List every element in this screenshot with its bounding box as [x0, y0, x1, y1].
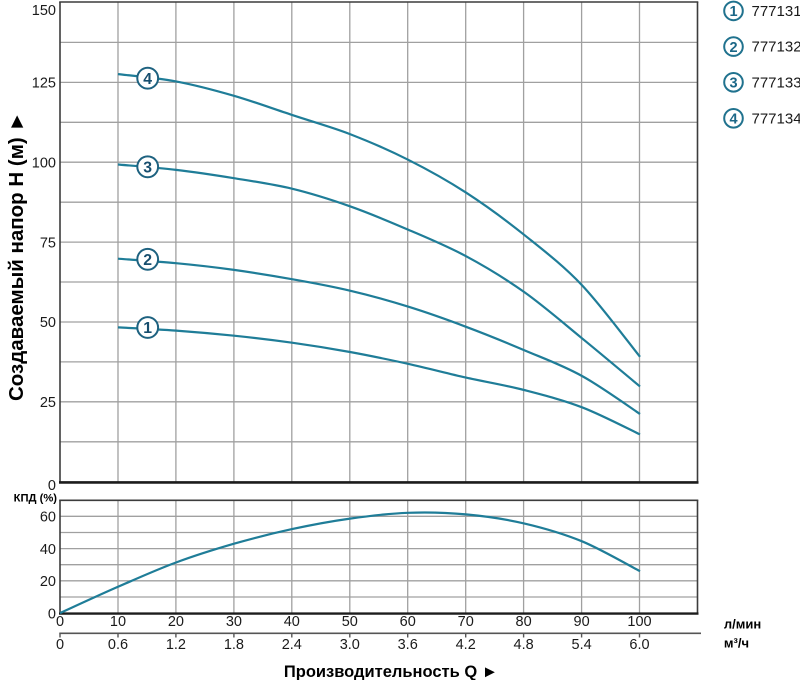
svg-text:20: 20 — [168, 614, 184, 630]
svg-text:2.4: 2.4 — [282, 637, 302, 653]
svg-text:10: 10 — [110, 614, 126, 630]
svg-text:0: 0 — [48, 478, 56, 494]
svg-text:1.2: 1.2 — [166, 637, 186, 653]
svg-text:50: 50 — [40, 315, 56, 331]
svg-text:4.2: 4.2 — [456, 637, 476, 653]
svg-text:м³/ч: м³/ч — [724, 636, 749, 651]
svg-text:777133: 777133 — [752, 74, 800, 91]
svg-text:80: 80 — [516, 614, 532, 630]
svg-text:100: 100 — [32, 156, 56, 172]
svg-text:0: 0 — [56, 637, 64, 653]
svg-text:1: 1 — [143, 320, 152, 337]
svg-text:75: 75 — [40, 235, 56, 251]
svg-text:25: 25 — [40, 395, 56, 411]
svg-text:150: 150 — [32, 3, 56, 19]
svg-text:2: 2 — [143, 252, 152, 269]
svg-text:70: 70 — [458, 614, 474, 630]
svg-text:КПД (%): КПД (%) — [14, 493, 58, 505]
svg-text:20: 20 — [40, 574, 56, 590]
svg-text:3: 3 — [729, 76, 737, 92]
svg-text:100: 100 — [627, 614, 651, 630]
svg-text:0: 0 — [48, 606, 56, 622]
svg-text:40: 40 — [284, 614, 300, 630]
svg-text:0: 0 — [56, 614, 64, 630]
svg-text:3.0: 3.0 — [340, 637, 360, 653]
svg-text:0.6: 0.6 — [108, 637, 128, 653]
svg-text:3: 3 — [143, 160, 152, 177]
svg-text:50: 50 — [342, 614, 358, 630]
svg-text:5.4: 5.4 — [572, 637, 592, 653]
svg-text:4: 4 — [143, 71, 152, 88]
svg-text:90: 90 — [574, 614, 590, 630]
svg-text:Создаваемый напор H (м) ►: Создаваемый напор H (м) ► — [5, 111, 28, 401]
svg-text:40: 40 — [40, 542, 56, 558]
svg-text:1.8: 1.8 — [224, 637, 244, 653]
svg-text:777134: 777134 — [752, 110, 800, 127]
svg-text:л/мин: л/мин — [724, 617, 761, 632]
svg-text:60: 60 — [400, 614, 416, 630]
svg-text:2: 2 — [729, 40, 737, 56]
svg-text:3.6: 3.6 — [398, 637, 418, 653]
svg-text:4.8: 4.8 — [514, 637, 534, 653]
svg-text:6.0: 6.0 — [629, 637, 649, 653]
svg-text:4: 4 — [729, 112, 737, 128]
svg-text:Производительность Q ►: Производительность Q ► — [284, 663, 498, 680]
svg-text:30: 30 — [226, 614, 242, 630]
svg-text:60: 60 — [40, 510, 56, 526]
svg-text:1: 1 — [729, 4, 737, 20]
svg-text:777131: 777131 — [752, 3, 800, 20]
svg-text:777132: 777132 — [752, 39, 800, 56]
svg-text:125: 125 — [32, 76, 56, 92]
